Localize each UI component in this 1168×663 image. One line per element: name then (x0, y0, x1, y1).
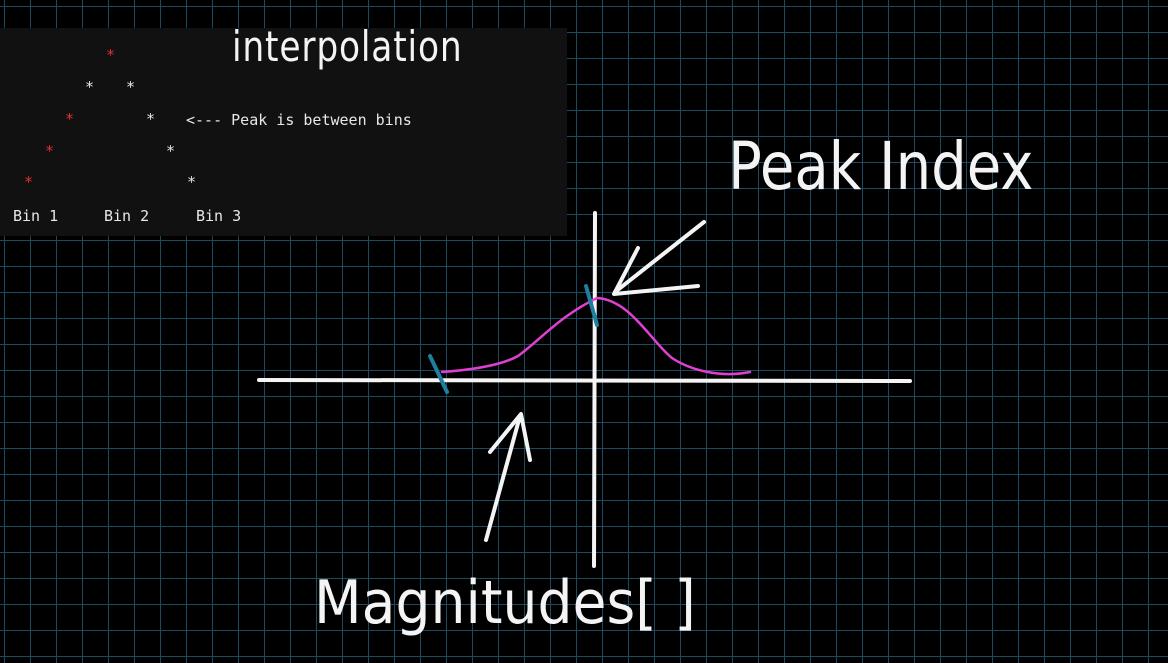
white-star: * (166, 142, 176, 160)
red-star: * (106, 46, 116, 64)
y-axis (592, 211, 597, 568)
start-tick (428, 354, 449, 394)
magnitudes-label: Magnitudes[ ] (314, 568, 696, 638)
title-label: interpolation (232, 22, 463, 71)
red-star: * (45, 142, 55, 160)
white-star: * (146, 110, 156, 128)
red-star: * (24, 173, 34, 191)
arrow-icon (612, 220, 706, 296)
bin-label: Bin 3 (196, 207, 242, 225)
peak-tick (584, 284, 599, 327)
code-panel: * * * * * <--- Peak is between bins * * … (0, 28, 567, 236)
magnitude-curve (440, 296, 752, 376)
white-star: * (126, 78, 136, 96)
peak-pointer-text: <--- Peak is between bins (186, 111, 412, 129)
white-star: * (187, 173, 197, 191)
bin-label: Bin 1 (13, 207, 59, 225)
white-star: * (85, 78, 95, 96)
bin-label: Bin 2 (104, 207, 150, 225)
x-axis (257, 378, 912, 383)
red-star: * (65, 110, 75, 128)
arrow-icon (484, 412, 532, 542)
peak-index-label: Peak Index (728, 128, 1034, 205)
